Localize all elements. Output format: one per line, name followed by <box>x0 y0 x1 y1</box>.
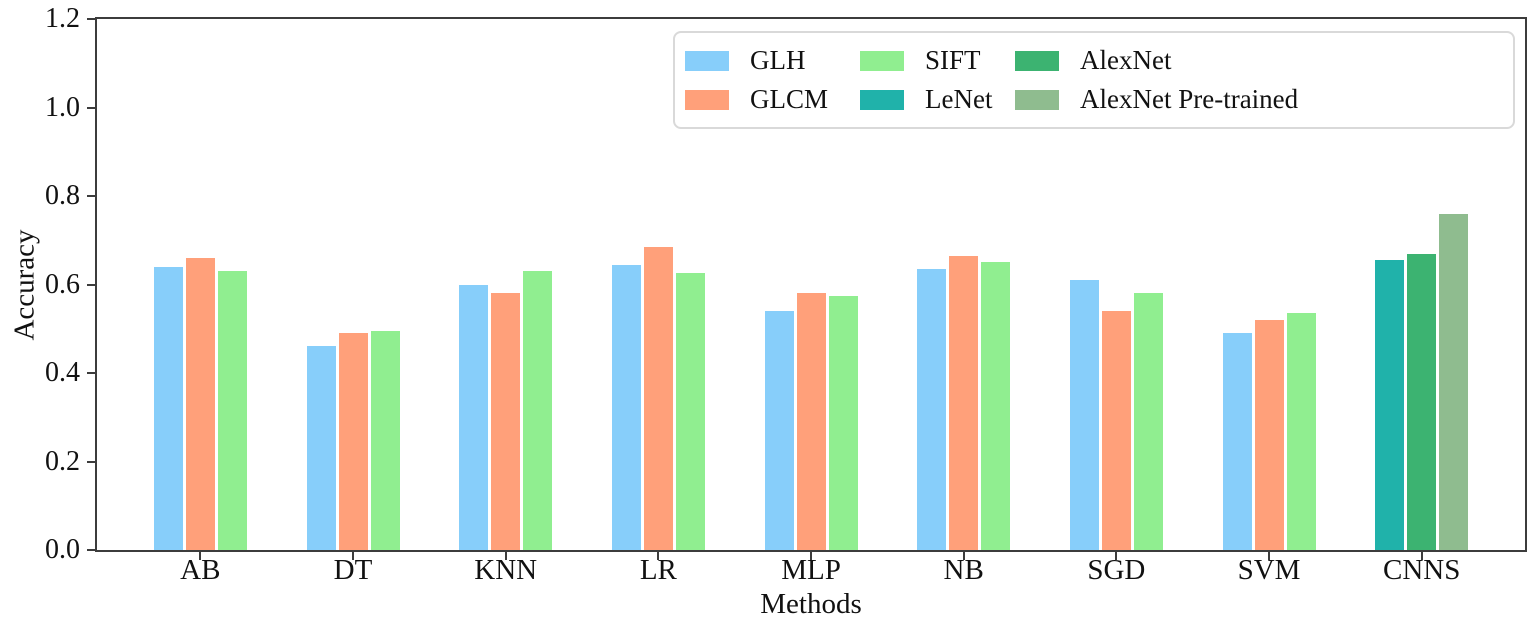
bar-glcm <box>185 257 215 550</box>
y-tick-label: 1.0 <box>45 91 80 123</box>
bar-glh <box>459 284 489 550</box>
legend-label: GLCM <box>750 84 829 114</box>
y-tick-mark <box>87 283 96 286</box>
bar-glcm <box>338 333 368 550</box>
bar-glcm <box>491 293 521 550</box>
x-tick-label: NB <box>943 554 984 586</box>
bar-glh <box>1222 333 1252 550</box>
x-tick-label: AB <box>180 554 221 586</box>
x-tick-label: SVM <box>1237 554 1301 586</box>
bar-alexnet-pre-trained <box>1439 213 1469 550</box>
legend-item-glh: GLH <box>685 47 860 74</box>
bar-sift <box>1133 293 1163 550</box>
legend-swatch <box>1015 50 1059 71</box>
legend-item-sift: SIFT <box>860 47 1015 74</box>
x-tick-label: MLP <box>781 554 841 586</box>
y-tick-mark <box>87 372 96 374</box>
bar-group-cnns: CNNS <box>1345 19 1498 585</box>
x-tick-label: KNN <box>474 554 538 586</box>
y-tick-mark <box>87 549 96 551</box>
x-tick-mark <box>1115 551 1118 560</box>
bar-sift <box>675 273 705 550</box>
legend-label: LeNet <box>925 84 993 114</box>
bar-group-dt: DT <box>277 19 430 585</box>
legend-label: SIFT <box>925 45 981 75</box>
legend-swatch <box>860 89 904 110</box>
legend-label: AlexNet Pre-trained <box>1080 84 1299 114</box>
x-tick-mark <box>657 551 660 560</box>
bar-glcm <box>643 246 673 550</box>
bar-sift <box>370 330 400 550</box>
bar-group-sgd: SGD <box>1040 19 1193 585</box>
bar-glcm <box>949 255 979 550</box>
legend-swatch <box>685 89 729 110</box>
y-tick-mark <box>87 460 96 463</box>
x-tick-mark <box>810 551 813 560</box>
y-tick: 0.4 <box>45 359 96 387</box>
bar-sift <box>981 262 1011 550</box>
y-tick-label: 0.0 <box>45 534 80 565</box>
x-tick-label: CNNS <box>1383 554 1461 586</box>
bar-sift <box>1286 313 1316 550</box>
bar-glh <box>153 266 183 550</box>
y-tick-label: 1.2 <box>45 3 80 34</box>
x-tick-label: DT <box>333 554 373 586</box>
bar-groups: AB DT KNN LR MLP NB SGD SVM CNNS <box>97 19 1525 585</box>
x-tick-mark <box>504 551 507 560</box>
bar-group-nb: NB <box>887 19 1040 585</box>
y-tick: 0.0 <box>45 536 96 564</box>
bar-glcm <box>796 293 826 550</box>
bar-glh <box>1069 280 1099 550</box>
x-tick-label: LR <box>639 554 677 586</box>
y-tick-mark <box>87 195 96 197</box>
legend-swatch <box>1015 89 1059 110</box>
bar-group-mlp: MLP <box>735 19 888 585</box>
x-tick-mark <box>199 551 202 560</box>
y-tick-label: 0.2 <box>45 445 80 477</box>
y-tick: 0.8 <box>45 182 96 210</box>
bar-sift <box>828 295 858 550</box>
bar-glh <box>764 311 794 550</box>
legend-label: GLH <box>750 45 806 75</box>
legend-swatch <box>860 50 904 71</box>
legend-label: AlexNet <box>1080 45 1172 75</box>
x-axis-label: Methods <box>760 588 862 620</box>
x-tick-label: SGD <box>1087 554 1146 586</box>
bar-glcm <box>1101 311 1131 550</box>
y-tick: 1.0 <box>45 91 96 123</box>
bar-glcm <box>1254 319 1284 550</box>
y-tick: 1.2 <box>45 5 96 33</box>
bar-lenet <box>1375 260 1405 550</box>
bar-glh <box>306 346 336 550</box>
legend-item-alexnet-pre-trained: AlexNet Pre-trained <box>1015 86 1503 113</box>
x-tick-mark <box>352 551 354 560</box>
legend-item-glcm: GLCM <box>685 86 860 113</box>
y-tick: 0.6 <box>45 268 96 300</box>
bar-group-svm: SVM <box>1193 19 1346 585</box>
y-tick-label: 0.6 <box>45 268 80 300</box>
bar-group-ab: AB <box>124 19 277 585</box>
bar-sift <box>217 271 247 550</box>
y-tick-mark <box>87 18 96 20</box>
legend-item-alexnet: AlexNet <box>1015 47 1503 74</box>
y-tick-label: 0.4 <box>45 357 80 388</box>
bar-group-lr: LR <box>582 19 735 585</box>
y-tick: 0.2 <box>45 445 96 477</box>
bar-glh <box>917 269 947 550</box>
bar-glh <box>611 264 641 550</box>
x-tick-mark <box>1268 551 1271 560</box>
x-tick-mark <box>1420 551 1423 560</box>
bar-group-knn: KNN <box>429 19 582 585</box>
legend: GLH GLCM SIFT LeNet AlexNet AlexNet Pre-train… <box>673 31 1515 129</box>
legend-swatch <box>685 50 729 71</box>
bar-alexnet <box>1407 253 1437 550</box>
bar-sift <box>523 271 553 550</box>
y-axis-label: Accuracy <box>8 228 41 341</box>
y-tick-label: 0.8 <box>45 180 80 211</box>
legend-item-lenet: LeNet <box>860 86 1015 113</box>
x-tick-mark <box>962 551 965 560</box>
y-tick-mark <box>87 106 96 109</box>
